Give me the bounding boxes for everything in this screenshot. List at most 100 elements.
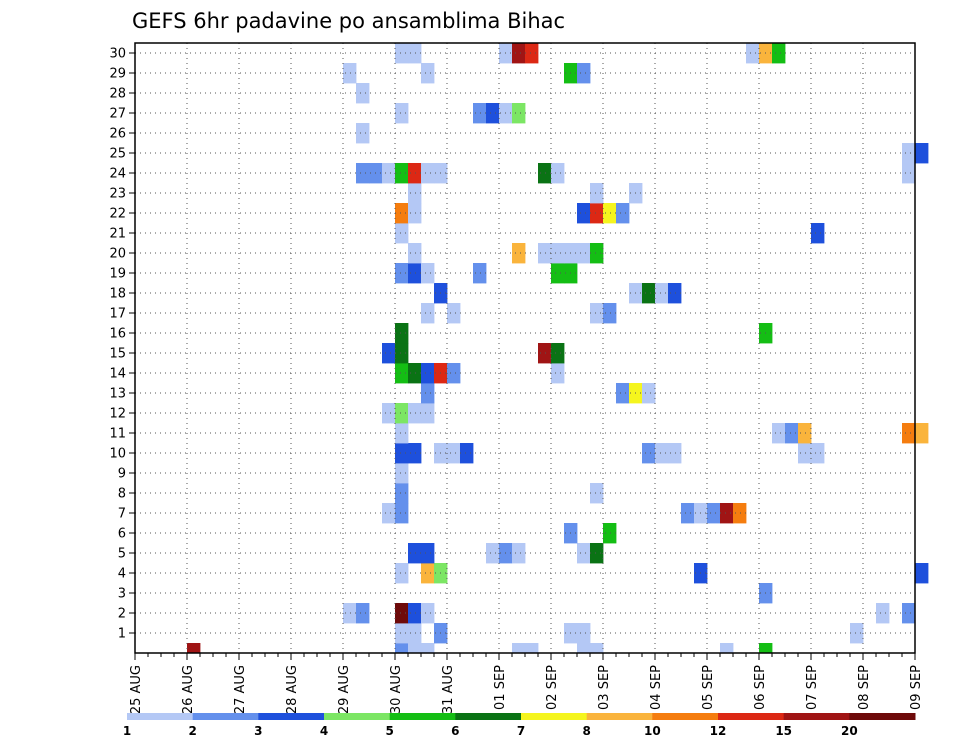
y-tick-label: 6 [118, 527, 126, 542]
heatmap-cell [512, 243, 526, 264]
heatmap-cell [746, 43, 760, 64]
heatmap-cell [590, 543, 604, 564]
heatmap-cell [408, 543, 422, 564]
colorbar-swatch [455, 713, 522, 720]
y-axis: 1234567891011121314151617181920212223242… [109, 47, 135, 642]
y-tick-label: 3 [118, 587, 126, 602]
x-tick-label: 30 AUG [389, 665, 404, 714]
heatmap-cell [395, 263, 409, 284]
heatmap-cell [356, 123, 370, 144]
heatmap-cell [707, 503, 721, 524]
heatmap-cell [382, 403, 396, 424]
heatmap-cell [395, 103, 409, 124]
heatmap-cell [408, 263, 422, 284]
x-tick-label: 07 SEP [805, 665, 820, 710]
heatmap-cell [395, 643, 409, 654]
heatmap-cell [395, 503, 409, 524]
heatmap-cell [577, 243, 591, 264]
y-tick-label: 11 [109, 427, 126, 442]
colorbar-label: 2 [188, 724, 196, 738]
heatmap-cell [512, 103, 526, 124]
y-tick-label: 14 [109, 367, 126, 382]
y-tick-label: 12 [109, 407, 126, 422]
colorbar-label: 10 [644, 724, 661, 738]
x-tick-label: 28 AUG [285, 665, 300, 714]
x-axis: 25 AUG 26 AUG 27 AUG 28 AUG 29 AUG 30 AUG 31 A… [129, 653, 924, 714]
colorbar-swatch [849, 713, 916, 720]
colorbar-swatch [652, 713, 719, 720]
heatmap-cell [408, 443, 422, 464]
heatmap-cell [590, 203, 604, 224]
x-tick-label: 31 AUG [441, 665, 456, 714]
heatmap-cell [447, 303, 461, 324]
heatmap-cell [421, 603, 435, 624]
heatmap-cell [902, 143, 916, 164]
heatmap-cell [473, 103, 487, 124]
heatmap-cell [551, 343, 565, 364]
colorbar-swatch [324, 713, 391, 720]
x-tick-label: 06 SEP [753, 665, 768, 710]
heatmap-cell [408, 623, 422, 644]
x-tick-label: 08 SEP [857, 665, 872, 710]
heatmap-cell [421, 363, 435, 384]
colorbar-swatch [586, 713, 653, 720]
x-tick-label: 09 SEP [909, 665, 924, 710]
colorbar-label: 5 [385, 724, 393, 738]
heatmap-cell [616, 383, 630, 404]
heatmap-cell [408, 163, 422, 184]
heatmap-cell [395, 403, 409, 424]
heatmap-cell [616, 203, 630, 224]
y-tick-label: 27 [109, 107, 126, 122]
colorbar-label: 1 [123, 724, 131, 738]
y-tick-label: 30 [109, 47, 126, 62]
x-tick-label: 05 SEP [701, 665, 716, 710]
colorbar-label: 8 [582, 724, 590, 738]
heatmap-cell [915, 143, 929, 164]
x-tick-label: 04 SEP [649, 665, 664, 710]
heatmap-cell [590, 243, 604, 264]
y-tick-label: 13 [109, 387, 126, 402]
x-tick-label: 01 SEP [493, 665, 508, 710]
heatmap-cell [421, 563, 435, 584]
y-tick-label: 10 [109, 447, 126, 462]
heatmap-cell [733, 503, 747, 524]
y-tick-label: 5 [118, 547, 126, 562]
heatmap-cell [408, 43, 422, 64]
heatmap-cell [577, 63, 591, 84]
heatmap-cell [798, 423, 812, 444]
heatmap-cell [395, 343, 409, 364]
heatmap-cell [577, 203, 591, 224]
heatmap-cell [538, 343, 552, 364]
y-tick-label: 29 [109, 67, 126, 82]
heatmap-cell [603, 523, 617, 544]
heatmap-cell [421, 63, 435, 84]
heatmap-cell [395, 203, 409, 224]
heatmap-cell [408, 603, 422, 624]
heatmap-cell [902, 603, 916, 624]
heatmap-cell [395, 463, 409, 484]
y-tick-label: 18 [109, 287, 126, 302]
y-tick-label: 16 [109, 327, 126, 342]
chart-title: GEFS 6hr padavine po ansamblima Bihac [132, 9, 565, 33]
colorbar-swatch [521, 713, 588, 720]
y-tick-label: 22 [109, 207, 126, 222]
heatmap-cell [395, 623, 409, 644]
heatmap-cell [512, 643, 526, 654]
heatmap-cell [577, 643, 591, 654]
heatmap-cell [395, 223, 409, 244]
x-tick-label: 03 SEP [597, 665, 612, 710]
heatmap-cell [668, 443, 682, 464]
colorbar-swatch [127, 713, 194, 720]
y-tick-label: 21 [109, 227, 126, 242]
heatmap-cell [720, 643, 734, 654]
heatmap-cell [356, 603, 370, 624]
heatmap-cell [382, 163, 396, 184]
heatmap-cell [421, 303, 435, 324]
heatmap-cell [356, 163, 370, 184]
heatmap-cell [421, 263, 435, 284]
heatmap-cell [395, 563, 409, 584]
heatmap-cell [421, 403, 435, 424]
colorbar-label: 4 [320, 724, 328, 738]
colorbar-label: 7 [517, 724, 525, 738]
